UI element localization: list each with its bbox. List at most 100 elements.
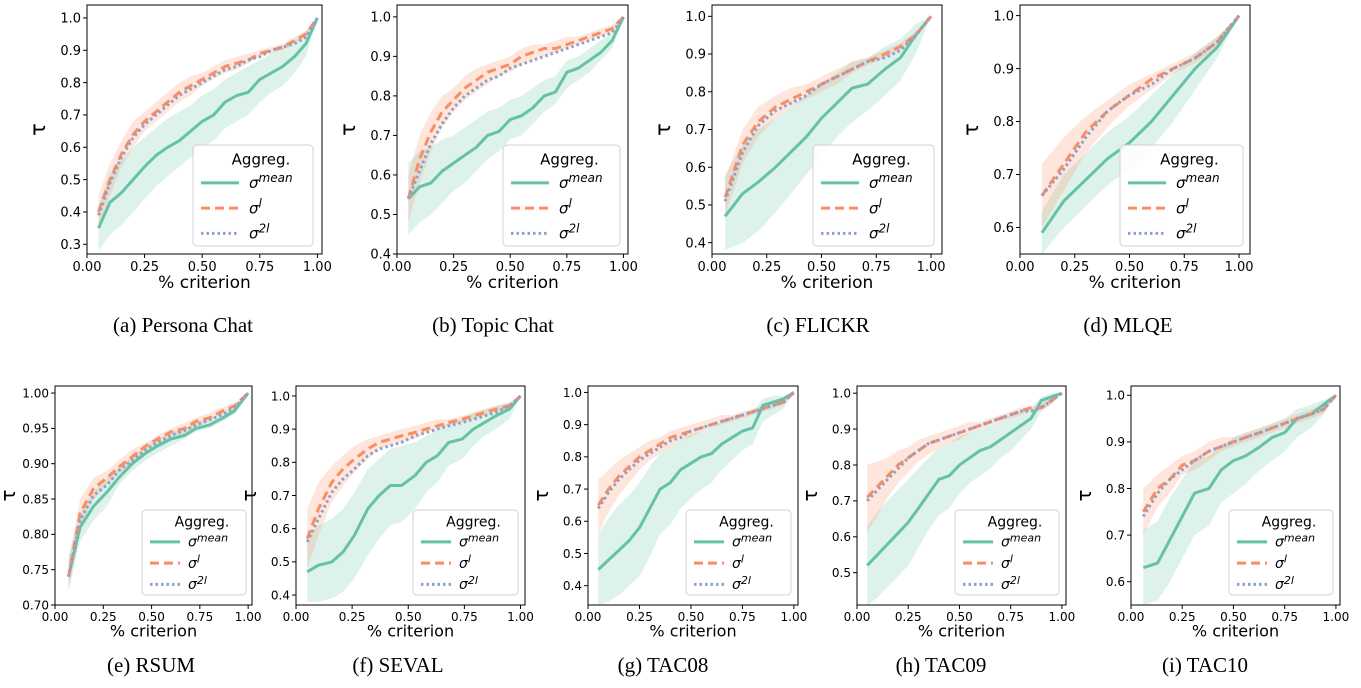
- x-axis-label: % criterion: [1192, 622, 1279, 641]
- chart-b: 0.00 0.25 0.50 0.75 1.00 0.4 0.5 0.6 0.7 0.8 0.9 1.…: [336, 4, 638, 293]
- x-tick-label: 0.00: [698, 260, 727, 275]
- y-tick-label: 1.0: [60, 12, 81, 27]
- x-axis-label: % criterion: [367, 622, 454, 641]
- chart-i: 0.00 0.25 0.50 0.75 1.00 0.6 0.7 0.8 0.9 1.0 % cri…: [1072, 385, 1349, 641]
- y-tick-label: 0.85: [22, 492, 49, 506]
- legend-title: Aggreg.: [719, 515, 774, 531]
- legend-superscript: 2l: [569, 222, 581, 236]
- legend-superscript: mean: [1284, 531, 1315, 544]
- y-tick-label: 0.4: [370, 248, 391, 263]
- y-tick-label: 0.7: [60, 109, 81, 124]
- legend-symbol: σ: [1001, 577, 1011, 593]
- y-axis-label: τ: [237, 489, 261, 501]
- y-tick-label: 0.8: [993, 115, 1014, 130]
- legend-superscript: mean: [259, 171, 293, 185]
- legend-label-mean: σmean: [188, 531, 228, 550]
- y-tick-label: 0.7: [993, 168, 1014, 183]
- y-tick-label: 0.3: [60, 238, 81, 253]
- legend-label-mean: σmean: [459, 531, 499, 550]
- x-axis-label: % criterion: [158, 273, 251, 293]
- legend-symbol: σ: [1176, 199, 1186, 217]
- y-axis-label: τ: [1072, 489, 1096, 501]
- x-tick-label: 1.00: [507, 610, 534, 624]
- legend-symbol: σ: [1275, 556, 1285, 572]
- series-line-2l: [1142, 394, 1338, 518]
- caption-f: (f) SEVAL: [352, 653, 444, 677]
- y-tick-label: 0.6: [563, 515, 582, 529]
- plot-area-c: [723, 15, 933, 251]
- y-tick-label: 0.9: [271, 422, 290, 436]
- x-tick-label: 0.50: [188, 260, 217, 275]
- y-axis-label: τ: [336, 123, 360, 136]
- series-line-2l: [97, 17, 319, 216]
- y-tick-label: 0.5: [685, 199, 706, 214]
- y-axis-label: τ: [26, 123, 50, 136]
- legend-title: Aggreg.: [852, 151, 911, 169]
- y-tick-label: 0.9: [1106, 435, 1125, 449]
- y-axis-label: τ: [0, 489, 20, 501]
- y-tick-label: 1.0: [685, 10, 706, 25]
- legend-superscript: l: [468, 553, 471, 566]
- y-tick-label: 0.7: [685, 123, 706, 138]
- caption-b: (b) Topic Chat: [432, 313, 554, 337]
- y-tick-label: 0.80: [22, 528, 49, 542]
- x-tick-label: 0.75: [997, 610, 1024, 624]
- y-tick-label: 0.9: [832, 422, 851, 436]
- y-tick-label: 0.5: [271, 555, 290, 569]
- legend-label-l: σl: [869, 196, 883, 217]
- legend-superscript: 2l: [1284, 574, 1294, 587]
- legend-label-2l: σ2l: [1275, 574, 1294, 593]
- legend-superscript: mean: [569, 171, 603, 185]
- x-tick-label: 0.75: [1271, 610, 1298, 624]
- y-tick-label: 0.8: [685, 85, 706, 100]
- y-tick-label: 0.75: [22, 563, 49, 577]
- y-tick-label: 0.4: [685, 236, 706, 251]
- legend-label-l: σl: [559, 196, 573, 217]
- caption-c: (c) FLICKR: [766, 313, 870, 337]
- chart-c: 0.00 0.25 0.50 0.75 1.00 0.4 0.5 0.6 0.7 0.8 0.9 1.…: [651, 4, 946, 293]
- series-line-2l: [597, 391, 795, 510]
- y-tick-label: 0.5: [563, 547, 582, 561]
- x-tick-label: 1.00: [1049, 610, 1076, 624]
- confidence-band-l: [1041, 15, 1239, 228]
- legend-title: Aggreg.: [232, 151, 291, 169]
- x-tick-label: 0.50: [807, 260, 836, 275]
- y-tick-label: 0.5: [60, 173, 81, 188]
- legend-symbol: σ: [869, 225, 879, 243]
- legend-symbol: σ: [249, 174, 259, 192]
- x-tick-label: 0.50: [138, 610, 165, 624]
- y-tick-label: 0.5: [832, 566, 851, 580]
- x-axis-label: % criterion: [649, 622, 736, 641]
- chart-g: 0.00 0.25 0.50 0.75 1.00 0.4 0.5 0.6 0.7 0.8 0.9 1.…: [529, 385, 807, 641]
- legend-label-l: σl: [732, 553, 744, 572]
- series-line-2l: [866, 391, 1063, 502]
- y-tick-label: 0.7: [563, 482, 582, 496]
- legend-symbol: σ: [732, 556, 742, 572]
- x-tick-label: 0.25: [339, 610, 366, 624]
- caption-i: (i) TAC10: [1161, 653, 1249, 677]
- series-line-mean: [723, 15, 933, 218]
- y-tick-label: 0.95: [22, 422, 49, 436]
- y-tick-label: 0.7: [370, 129, 391, 144]
- chart-a: 0.00 0.25 0.50 0.75 1.00 0.3 0.4 0.5 0.6 0.7 0.8 0.…: [26, 4, 332, 293]
- legend-label-l: σl: [459, 553, 471, 572]
- series-line-mean: [97, 17, 319, 229]
- x-tick-label: 0.25: [1060, 260, 1089, 275]
- legend-frame: [1119, 144, 1244, 247]
- legend-title: Aggreg.: [540, 151, 599, 169]
- x-tick-label: 0.25: [626, 610, 653, 624]
- legend-frame: [812, 144, 935, 247]
- x-axis-label: % criterion: [918, 622, 1005, 641]
- x-tick-label: 0.00: [73, 260, 102, 275]
- series-line-mean: [407, 16, 625, 200]
- y-tick-label: 0.8: [271, 456, 290, 470]
- x-tick-label: 1.00: [235, 610, 262, 624]
- x-tick-label: 0.25: [90, 610, 117, 624]
- legend-superscript: mean: [1010, 531, 1041, 544]
- legend-label-l: σl: [188, 553, 200, 572]
- legend-superscript: mean: [741, 531, 772, 544]
- y-tick-label: 0.8: [60, 76, 81, 91]
- y-tick-label: 0.6: [370, 169, 391, 184]
- x-tick-label: 1.00: [917, 260, 946, 275]
